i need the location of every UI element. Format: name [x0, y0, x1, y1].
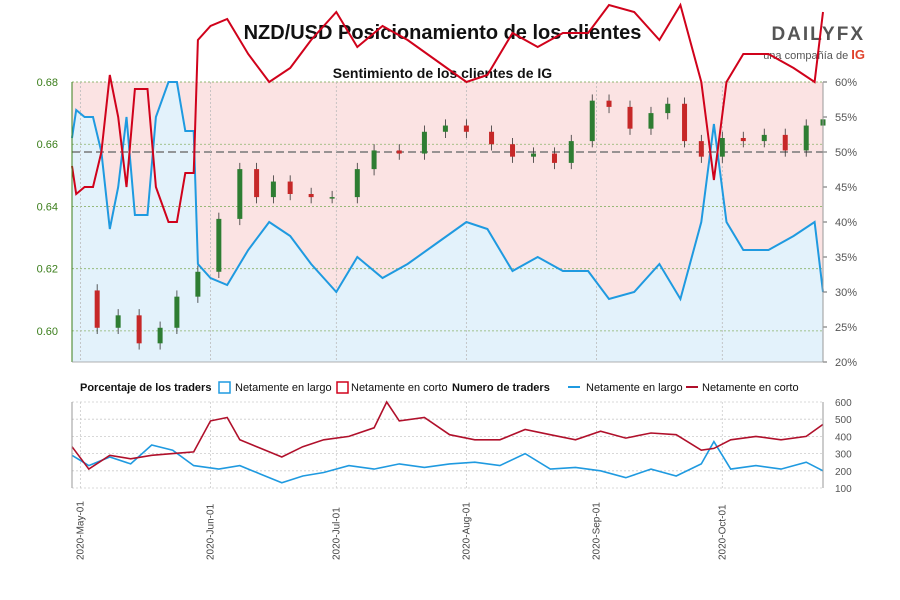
count-y-tick-label: 100 — [835, 484, 852, 495]
candle-body — [115, 315, 121, 328]
y-tick-label-left: 0.62 — [37, 264, 58, 276]
y-tick-label-right: 45% — [835, 182, 857, 194]
y-tick-label-right: 50% — [835, 147, 857, 159]
y-tick-label-right: 25% — [835, 322, 857, 334]
legend: Porcentaje de los traders Netamente en l… — [80, 381, 799, 394]
candle-body — [665, 103, 671, 114]
short-percent-line — [71, 2, 824, 223]
candle-body — [254, 169, 260, 198]
candle-body — [740, 138, 746, 142]
candle-body — [195, 271, 201, 297]
candle-body — [531, 153, 537, 157]
legend-count-long-label: Netamente en largo — [586, 382, 683, 394]
y-tick-label-left: 0.64 — [37, 201, 58, 213]
main-plot-axes: 0.60 0.62 0.64 0.66 0.68 20% 25% 30% 35% 40% 45% 50… — [37, 77, 858, 369]
y-tick-label-right: 40% — [835, 217, 857, 229]
count-long-line — [71, 440, 824, 484]
y-tick-label-left: 0.68 — [37, 77, 58, 89]
candle-body — [698, 141, 704, 157]
legend-long-swatch — [218, 381, 231, 394]
candle-body — [803, 125, 809, 151]
candle-body — [568, 141, 574, 163]
candle-body — [136, 315, 142, 344]
logo-tagline: una compañía de IG — [763, 47, 865, 62]
count-plot-series — [71, 400, 824, 484]
date-axis: 2020-May-01 2020-Jun-01 2020-Jul-01 2020-Au… — [75, 501, 728, 560]
candle-body — [648, 113, 654, 129]
candle-body — [627, 106, 633, 129]
candle-body — [287, 181, 293, 194]
chart-title: NZD/USD Posicionamiento de los clientes — [243, 22, 642, 44]
y-tick-label-right: 20% — [835, 357, 857, 369]
candle-body — [216, 218, 222, 272]
chart-subtitle: Sentimiento de los clientes de IG — [332, 65, 553, 81]
candle-body — [396, 150, 402, 154]
y-tick-label-left: 0.66 — [37, 139, 58, 151]
x-tick-label: 2020-Oct-01 — [717, 504, 728, 560]
x-tick-label: 2020-Sep-01 — [591, 502, 602, 560]
count-y-tick-label: 200 — [835, 467, 852, 478]
legend-count-short-label: Netamente en corto — [702, 382, 799, 394]
count-short-line — [71, 400, 824, 471]
candle-body — [354, 169, 360, 198]
candle-body — [606, 100, 612, 107]
candle-body — [489, 131, 495, 145]
candle-body — [761, 134, 767, 142]
candle-body — [308, 194, 314, 198]
candle-body — [551, 153, 557, 163]
legend-short-swatch — [336, 381, 349, 394]
y-tick-label-right: 60% — [835, 77, 857, 89]
candle-body — [174, 296, 180, 328]
count-y-tick-label: 600 — [835, 398, 852, 409]
x-tick-label: 2020-Jul-01 — [331, 507, 342, 560]
y-tick-label-right: 30% — [835, 287, 857, 299]
candle-body — [421, 131, 427, 154]
logo-tagline-text: una compañía de — [763, 50, 849, 62]
ig-brand: IG — [851, 47, 865, 62]
count-y-tick-label: 300 — [835, 450, 852, 461]
x-tick-label: 2020-Aug-01 — [461, 502, 472, 560]
dailyfx-logo: DAILYFX una compañía de IG — [763, 24, 865, 62]
y-tick-label-right: 55% — [835, 112, 857, 124]
candle-body — [442, 125, 448, 132]
candle-body — [270, 181, 276, 198]
candle-body — [157, 327, 163, 344]
count-plot-axes: 100 200 300 400 500 600 — [71, 398, 852, 495]
x-tick-label: 2020-May-01 — [75, 501, 86, 560]
short-percent-series — [71, 2, 824, 223]
logo-wordmark: DAILYFX — [771, 24, 865, 45]
candle-body — [237, 169, 243, 219]
count-plot-grid — [72, 401, 823, 489]
candle-body — [94, 290, 100, 328]
legend-percent-title: Porcentaje de los traders — [80, 382, 211, 394]
y-tick-label-left: 0.60 — [37, 326, 58, 338]
candle-body — [510, 144, 516, 157]
count-y-tick-label: 400 — [835, 432, 852, 443]
candle-body — [782, 134, 788, 151]
x-tick-label: 2020-Jun-01 — [205, 503, 216, 560]
candle-body — [371, 150, 377, 170]
candle-body — [589, 100, 595, 142]
legend-long-label: Netamente en largo — [235, 382, 332, 394]
legend-count-title: Numero de traders — [452, 382, 550, 394]
candle-body — [463, 125, 469, 132]
candle-body — [719, 138, 725, 157]
candle-body — [329, 197, 335, 199]
count-y-tick-label: 500 — [835, 415, 852, 426]
y-tick-label-right: 35% — [835, 252, 857, 264]
candle-body — [682, 103, 688, 142]
legend-short-label: Netamente en corto — [351, 382, 448, 394]
price-candles — [94, 94, 826, 350]
